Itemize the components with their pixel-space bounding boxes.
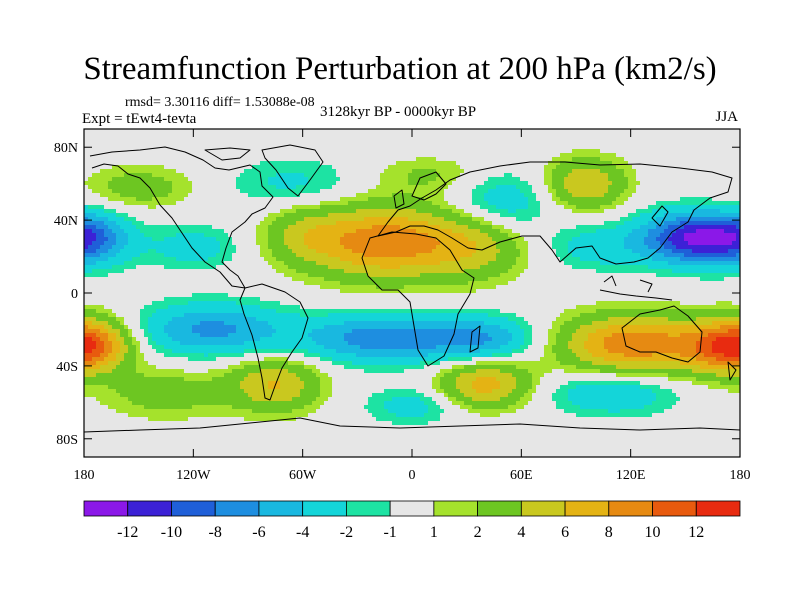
colorbar-box: [608, 500, 653, 517]
colorbar-label: 4: [517, 524, 525, 541]
x-tick-label: 120E: [616, 468, 646, 483]
coast-south-america: [239, 283, 309, 401]
y-tick-label: 80N: [54, 141, 78, 156]
coastlines: [84, 144, 740, 433]
coast-north-america: [89, 146, 274, 289]
coast-africa: [361, 231, 475, 367]
colorbar-label: -8: [209, 524, 222, 541]
coast-antarctica: [84, 417, 740, 433]
colorbar-label: 2: [474, 524, 482, 541]
colorbar-label: 10: [645, 524, 661, 541]
colorbar-box: [171, 500, 216, 517]
colorbar-box: [433, 500, 479, 517]
colorbar-box: [83, 500, 129, 517]
colorbar-label: -1: [383, 524, 396, 541]
coast-canada-islands: [204, 147, 251, 161]
x-tick-label: 0: [409, 468, 416, 483]
colorbar-label: -4: [296, 524, 309, 541]
coast-madagascar: [469, 325, 481, 353]
coast-australia: [621, 305, 703, 363]
coast-uk: [393, 189, 405, 209]
colorbar-label: 6: [561, 524, 569, 541]
x-tick-label: 60E: [510, 468, 533, 483]
coast-scandinavia: [411, 171, 447, 201]
colorbar-box: [127, 500, 172, 517]
colorbar-label: -12: [117, 524, 138, 541]
colorbar-box: [258, 500, 304, 517]
y-tick-label: 40S: [56, 360, 78, 375]
x-tick-label: 180: [730, 468, 751, 483]
y-tick-label: 0: [71, 287, 78, 302]
colorbar-box: [652, 500, 697, 517]
season-label: JJA: [715, 109, 738, 125]
colorbar-label: -2: [340, 524, 353, 541]
period-label: 3128kyr BP - 0000kyr BP: [320, 104, 477, 120]
colorbar-label: 8: [605, 524, 613, 541]
colorbar-box: [345, 500, 391, 517]
map-axes: 180 120W 60W 0 60E 120E 180 80N 40N 0 40S 80S: [54, 129, 751, 483]
colorbar-box: [564, 500, 610, 517]
x-tick-label: 60W: [289, 468, 317, 483]
coast-indonesia: [599, 275, 673, 301]
y-tick-label: 40N: [54, 214, 78, 229]
colorbar-label: 1: [430, 524, 438, 541]
colorbar-box: [302, 500, 347, 517]
y-tick-label: 80S: [56, 433, 78, 448]
colorbar: -12 -10 -8 -6 -4 -2 -1 1 2 4 6 8 10 12: [83, 500, 741, 541]
colorbar-label: -6: [252, 524, 265, 541]
x-tick-label: 180: [74, 468, 95, 483]
colorbar-box: [477, 500, 522, 517]
rmsd-stats: rmsd= 3.30116 diff= 1.53088e-08: [125, 95, 315, 110]
coast-greenland: [261, 144, 324, 197]
plot-title: Streamfunction Perturbation at 200 hPa (…: [83, 51, 717, 87]
experiment-label: Expt = tEwt4-tevta: [82, 111, 197, 127]
coast-eurasia: [377, 161, 733, 265]
colorbar-box: [214, 500, 260, 517]
contour-field: [84, 129, 740, 457]
colorbar-box: [520, 500, 566, 517]
colorbar-box: [389, 500, 435, 517]
colorbar-box: [695, 500, 741, 517]
x-tick-label: 120W: [176, 468, 211, 483]
coast-japan: [651, 205, 669, 227]
colorbar-label: 12: [688, 524, 704, 541]
colorbar-label: -10: [161, 524, 182, 541]
